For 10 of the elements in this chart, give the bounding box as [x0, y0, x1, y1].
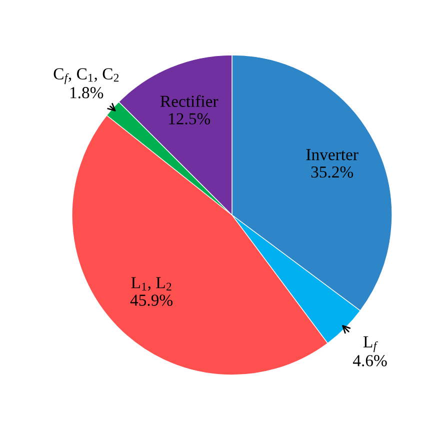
data-label: 45.9% [130, 294, 173, 306]
slice-label: L$_{1}$, L$_{2}$ [131, 277, 172, 291]
slice-label: C$_{f}$, C$_{1}$, C$_{2}$ [54, 68, 119, 84]
slice-label: L$_{f}$ [364, 336, 378, 352]
data-label: 35.2% [311, 166, 354, 178]
slice-label: Inverter [306, 149, 358, 160]
slice-label: Rectifier [160, 95, 218, 107]
data-label: 4.6% [352, 355, 387, 366]
data-label: 12.5% [169, 113, 210, 124]
data-label: 1.8% [70, 87, 104, 98]
